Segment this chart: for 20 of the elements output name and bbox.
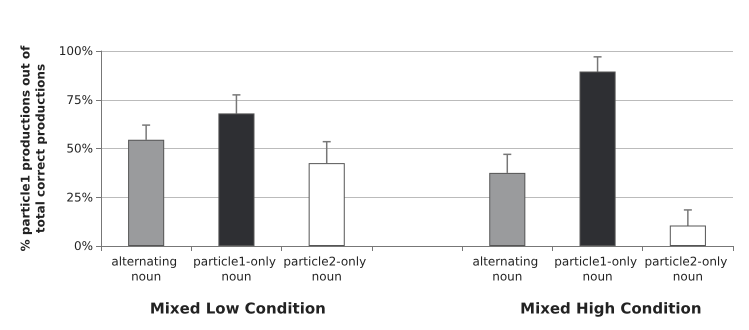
y-tick-label: 50% xyxy=(66,142,93,156)
bar xyxy=(128,140,164,246)
x-tick-label: alternating noun xyxy=(111,254,181,284)
y-tick-label: 100% xyxy=(58,44,93,58)
bar xyxy=(580,71,616,246)
y-tick-label: 0% xyxy=(74,239,93,253)
x-tick-label: particle2-only noun xyxy=(644,254,732,284)
bar xyxy=(308,163,345,246)
text: Mixed High Condition xyxy=(520,300,702,318)
bar xyxy=(489,172,526,246)
bar xyxy=(218,113,254,246)
x-tick-label: particle1-only noun xyxy=(554,254,641,284)
x-tick-label: particle1-only noun xyxy=(193,254,280,284)
y-tick-label: 25% xyxy=(66,190,93,204)
text: Mixed Low Condition xyxy=(150,300,326,318)
x-tick-label: particle2-only noun xyxy=(283,254,370,284)
y-axis-title: % particle1 productions out of total correct productions xyxy=(18,44,48,252)
bar xyxy=(670,226,706,246)
y-tick-label: 75% xyxy=(66,92,93,107)
x-tick-label: alternating noun xyxy=(472,254,542,284)
